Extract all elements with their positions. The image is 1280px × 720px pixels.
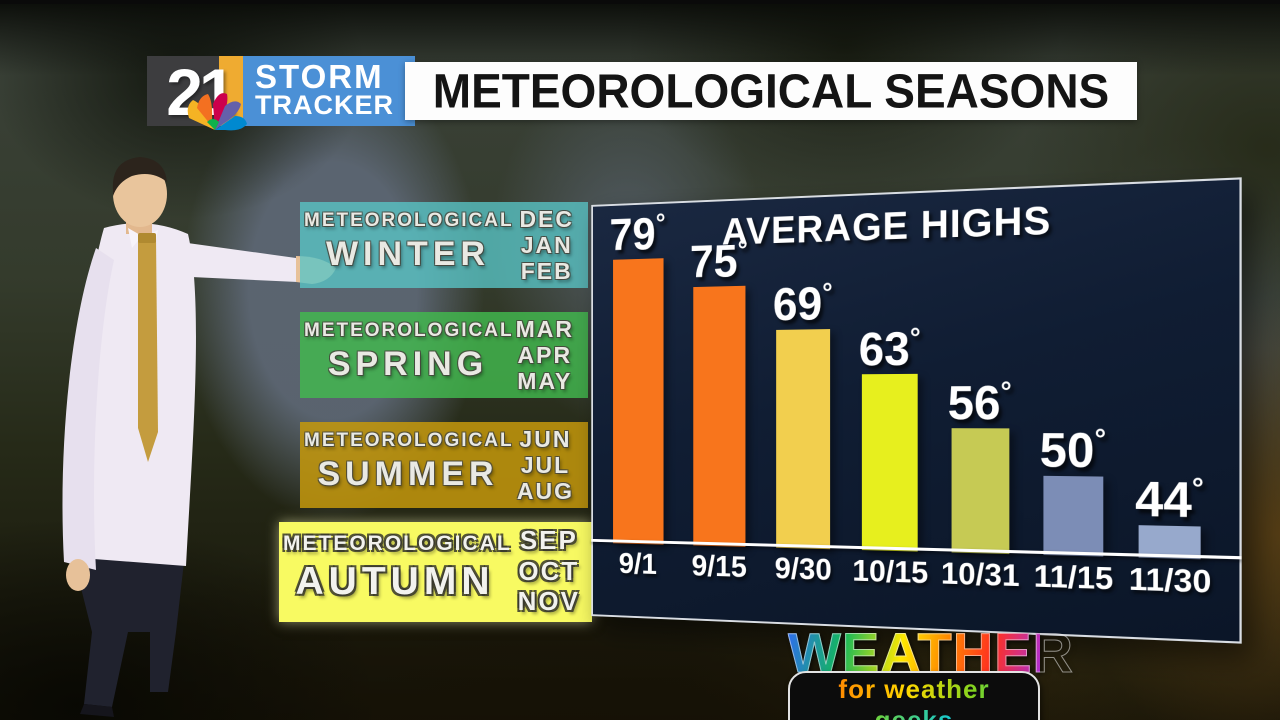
season-panel-autumn-highlighted: METEOROLOGICAL AUTUMN SEP OCT NOV [279, 522, 592, 622]
headline-bar: METEOROLOGICAL SEASONS [405, 62, 1137, 120]
season-panel-summer: METEOROLOGICAL SUMMER JUN JUL AUG [300, 422, 588, 508]
weather-geeks-tagline: for weather geeks [838, 674, 989, 720]
autumn-name: AUTUMN [283, 560, 507, 604]
left-hand [66, 559, 90, 591]
summer-kicker: METEOROLOGICAL [304, 430, 512, 452]
x-axis-tick-label: 10/31 [932, 555, 1029, 595]
spring-name: SPRING [304, 345, 512, 384]
x-axis-labels: 9/1 9/15 9/30 10/15 10/31 11/15 11/30 [591, 177, 1241, 643]
x-axis-tick-label: 9/15 [675, 548, 763, 586]
autumn-month-1: SEP [518, 525, 580, 556]
tie [138, 236, 158, 462]
autumn-kicker: METEOROLOGICAL [283, 532, 507, 556]
summer-name: SUMMER [304, 455, 512, 494]
autumn-month-2: OCT [518, 556, 580, 587]
winter-month-2: JAN [519, 232, 574, 258]
spring-month-1: MAR [516, 316, 574, 342]
average-highs-chart: AVERAGE HIGHS 79° 75° 69° 63° 56° 50° 44° 9/1 9… [591, 177, 1241, 643]
winter-month-3: FEB [519, 258, 574, 284]
summer-month-1: JUN [517, 426, 574, 452]
broadcast-frame: 21 STORM TRACKER METEOROLOGICAL SEASONS [0, 0, 1280, 720]
season-panel-winter: METEOROLOGICAL WINTER DEC JAN FEB [300, 202, 588, 288]
spring-month-2: APR [516, 342, 574, 368]
storm-tracker-box: STORM TRACKER [243, 56, 415, 126]
season-panel-spring: METEOROLOGICAL SPRING MAR APR MAY [300, 312, 588, 398]
x-axis-tick-label: 9/30 [758, 550, 849, 588]
summer-month-3: AUG [517, 478, 574, 504]
summer-month-2: JUL [517, 452, 574, 478]
x-axis-tick-label: 11/15 [1023, 558, 1124, 598]
weatherman-presenter [0, 132, 350, 720]
weather-geeks-logo: WEATHER for weather geeks [788, 626, 1040, 720]
weather-geeks-tagline-pill: for weather geeks [788, 671, 1040, 720]
x-axis-tick-label: 11/30 [1118, 560, 1223, 601]
winter-name: WINTER [304, 235, 512, 274]
brand-line1: STORM [255, 61, 415, 92]
brand-line2: TRACKER [255, 92, 415, 119]
autumn-month-3: NOV [518, 586, 580, 617]
tie-knot [138, 233, 156, 243]
x-axis-tick-label: 10/15 [843, 553, 937, 592]
spring-kicker: METEOROLOGICAL [304, 320, 512, 342]
nbc-peacock-icon [183, 88, 247, 132]
station-logo: 21 STORM TRACKER [147, 56, 415, 126]
right-arm [162, 240, 298, 282]
spring-month-3: MAY [516, 368, 574, 394]
page-title: METEOROLOGICAL SEASONS [433, 63, 1109, 119]
winter-kicker: METEOROLOGICAL [304, 210, 512, 232]
x-axis-tick-label: 9/1 [596, 546, 681, 583]
winter-month-1: DEC [519, 206, 574, 232]
